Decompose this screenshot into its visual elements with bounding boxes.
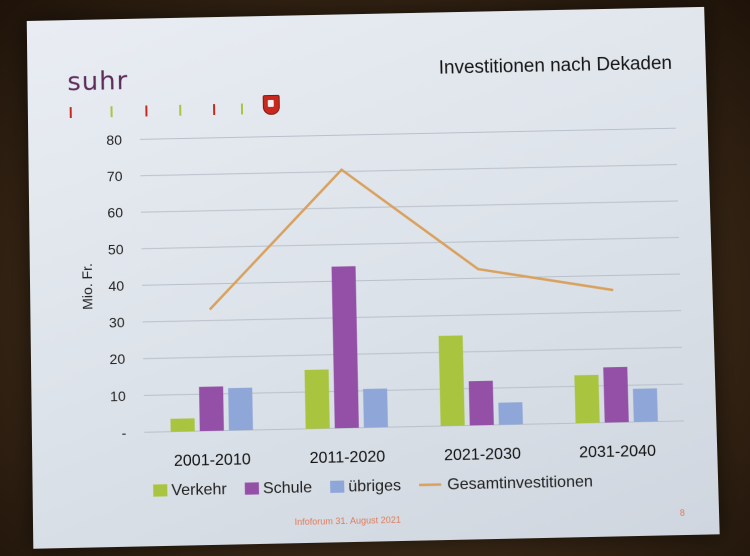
bar-verkehr: [574, 375, 599, 423]
bar-übriges: [633, 388, 658, 422]
legend-label: Gesamtinvestitionen: [447, 473, 593, 493]
gridline: [144, 421, 684, 432]
line-gesamtinvestitionen: [207, 164, 613, 309]
legend-label: übriges: [348, 477, 401, 495]
y-axis-label: Mio. Fr.: [79, 263, 96, 310]
gridline: [143, 347, 682, 358]
bar-übriges: [498, 402, 523, 425]
y-tick-label: 40: [108, 278, 124, 294]
x-tick-label: 2021-2030: [444, 445, 521, 464]
gridline: [142, 237, 679, 248]
gridline: [142, 274, 680, 285]
bar-schule: [199, 386, 224, 431]
y-tick-label: 80: [106, 132, 122, 148]
x-tick-label: 2011-2020: [309, 448, 385, 467]
y-tick-label: 70: [107, 168, 123, 184]
presentation-slide: suhr Investitionen nach Dekaden -10 20 30 4…: [27, 7, 720, 549]
legend-swatch-übriges: [330, 481, 344, 493]
bar-schule: [469, 381, 494, 426]
y-tick-label: 50: [108, 241, 124, 257]
gridline: [140, 165, 676, 176]
gridline: [143, 311, 681, 322]
gridline: [144, 384, 683, 395]
bar-verkehr: [439, 335, 465, 426]
investment-chart: - 10 20 30 40 50 60 70 80 Mio. Fr. 2001-2010 2011-2…: [27, 7, 720, 549]
x-tick-label: 2031-2040: [579, 443, 656, 462]
legend-label: Schule: [263, 479, 313, 497]
gridline: [141, 201, 678, 212]
y-tick-label: 30: [109, 314, 125, 330]
y-tick-label: 60: [107, 205, 123, 221]
y-tick-label: -: [121, 425, 126, 441]
legend-label: Verkehr: [171, 481, 227, 499]
x-tick-label: 2001-2010: [174, 451, 251, 470]
legend-swatch-verkehr: [153, 484, 167, 496]
page-number: 8: [680, 508, 685, 518]
y-tick-label: 20: [109, 351, 125, 367]
bar-übriges: [363, 388, 388, 427]
gridline: [140, 128, 676, 139]
bar-übriges: [228, 388, 253, 431]
y-tick-label: 10: [110, 388, 126, 404]
bar-schule: [332, 266, 359, 428]
bar-schule: [603, 367, 629, 423]
bar-verkehr: [170, 418, 194, 431]
legend-swatch-schule: [245, 482, 259, 494]
bar-verkehr: [305, 369, 330, 428]
